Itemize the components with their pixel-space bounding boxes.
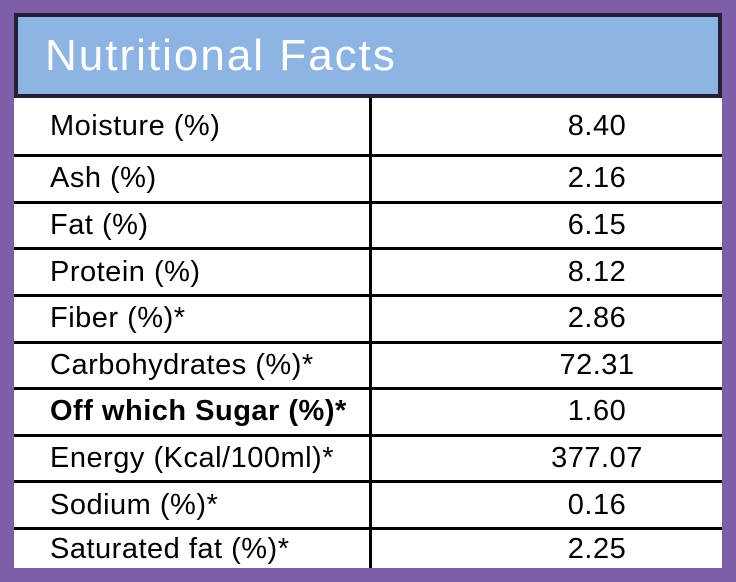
row-label: Protein (%): [14, 250, 372, 294]
row-value: 2.86: [567, 302, 627, 335]
row-value: 0.16: [567, 488, 627, 521]
table-row: Protein (%) 8.12: [14, 250, 722, 297]
row-label: Moisture (%): [14, 98, 372, 154]
table-row: Sodium (%)* 0.16: [14, 483, 722, 530]
row-value: 8.40: [567, 109, 627, 142]
row-value: 8.12: [567, 255, 627, 288]
row-value: 72.31: [559, 348, 635, 381]
facts-header: Nutritional Facts: [14, 13, 722, 98]
row-value: 2.16: [567, 162, 627, 195]
row-label: Sodium (%)*: [14, 483, 372, 527]
table-row: Energy (Kcal/100ml)* 377.07: [14, 436, 722, 484]
table-row: Moisture (%) 8.40: [14, 98, 722, 157]
row-value: 2.25: [567, 532, 627, 565]
row-label: Fiber (%)*: [14, 296, 372, 341]
row-label: Saturated fat (%)*: [14, 530, 372, 568]
page-title: Nutritional Facts: [45, 30, 397, 80]
row-value: 6.15: [567, 208, 627, 241]
table-row: Carbohydrates (%)* 72.31: [14, 343, 722, 391]
table-row: Saturated fat (%)* 2.25: [14, 530, 722, 568]
facts-table: Moisture (%) 8.40 Ash (%) 2.16 Fat (%) 6…: [14, 98, 722, 568]
row-label: Fat (%): [14, 203, 372, 248]
row-value: 377.07: [551, 442, 643, 475]
row-label: Ash (%): [14, 157, 372, 201]
table-row: Fat (%) 6.15: [14, 203, 722, 251]
row-value: 1.60: [567, 395, 627, 428]
row-label: Carbohydrates (%)*: [14, 343, 372, 388]
table-row: Ash (%) 2.16: [14, 157, 722, 204]
row-label: Energy (Kcal/100ml)*: [14, 436, 372, 481]
table-row: Off which Sugar (%)* 1.60: [14, 390, 722, 437]
row-label: Off which Sugar (%)*: [14, 390, 372, 434]
table-row: Fiber (%)* 2.86: [14, 296, 722, 344]
